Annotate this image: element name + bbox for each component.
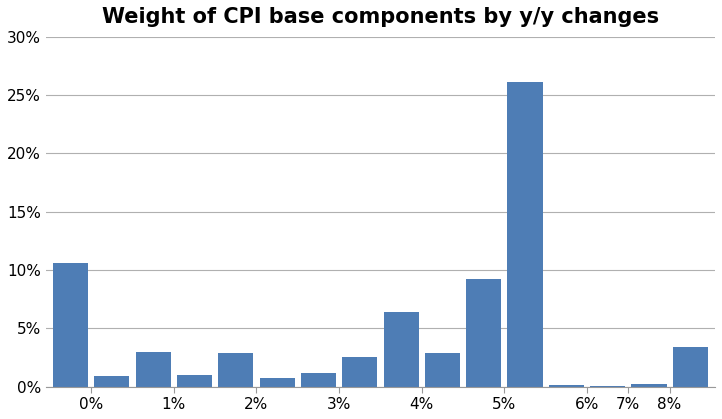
Bar bbox=[425, 353, 460, 387]
Bar bbox=[95, 376, 129, 387]
Bar bbox=[53, 263, 88, 387]
Title: Weight of CPI base components by y/y changes: Weight of CPI base components by y/y cha… bbox=[102, 7, 659, 27]
Bar bbox=[590, 386, 625, 387]
Bar bbox=[136, 352, 171, 387]
Bar bbox=[342, 357, 378, 387]
Bar bbox=[218, 353, 253, 387]
Bar bbox=[549, 385, 584, 387]
Bar bbox=[177, 375, 212, 387]
Bar bbox=[301, 372, 336, 387]
Bar bbox=[508, 82, 542, 387]
Bar bbox=[383, 312, 419, 387]
Bar bbox=[260, 378, 295, 387]
Bar bbox=[673, 347, 708, 387]
Bar bbox=[632, 384, 666, 387]
Bar bbox=[466, 279, 501, 387]
